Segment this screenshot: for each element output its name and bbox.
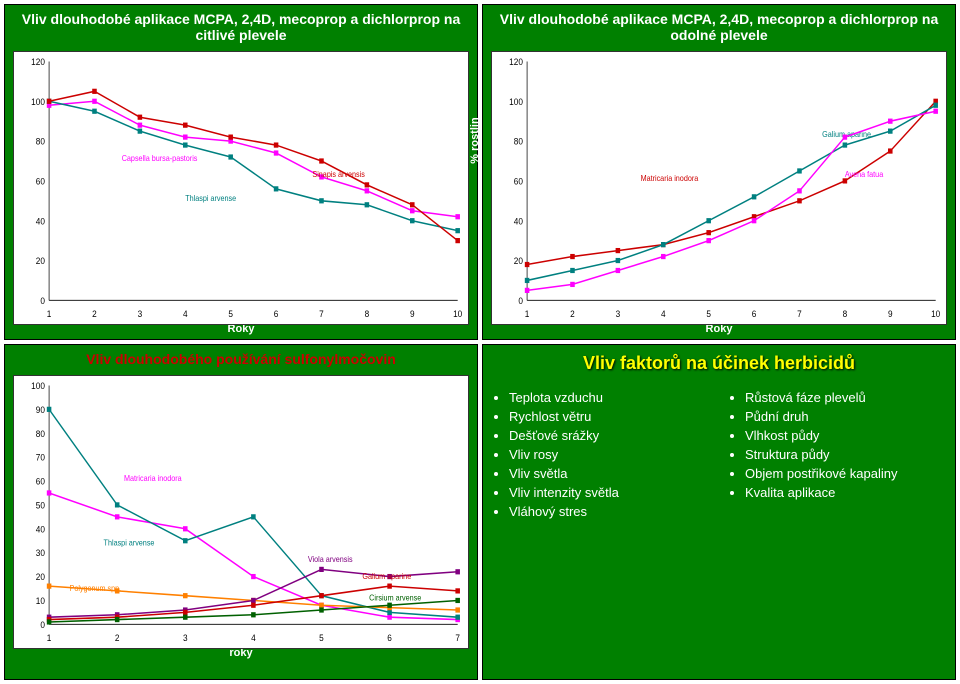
svg-text:70: 70	[36, 452, 45, 463]
panel3-ylabel: Počet rostlin / m²	[0, 377, 3, 466]
svg-text:3: 3	[616, 308, 621, 319]
panel-faktory: Vliv faktorů na účinek herbicidů Teplota…	[482, 344, 956, 680]
panel3-xlabel: roky	[5, 647, 477, 663]
panel4-col2: Růstová fáze plevelů Půdní druh Vlhkost pů…	[719, 382, 955, 676]
svg-text:5: 5	[319, 632, 324, 643]
svg-text:120: 120	[31, 56, 45, 67]
svg-text:7: 7	[455, 632, 460, 643]
panel1-xlabel: Roky	[5, 323, 477, 339]
svg-text:8: 8	[365, 308, 370, 319]
svg-text:Galium aparine: Galium aparine	[362, 571, 411, 581]
svg-text:80: 80	[36, 136, 45, 147]
bullet-item: Rychlost větru	[509, 409, 719, 424]
svg-text:7: 7	[319, 308, 324, 319]
panel3-title: Vliv dlouhodobého používání sulfonylmočo…	[86, 351, 396, 367]
bullet-item: Vláhový stres	[509, 504, 719, 519]
svg-text:Polygonum spp.: Polygonum spp.	[70, 583, 122, 593]
svg-text:30: 30	[36, 548, 45, 559]
svg-text:60: 60	[36, 176, 45, 187]
svg-text:40: 40	[36, 524, 45, 535]
panel1-ylabel: % rostlin	[0, 117, 3, 163]
panel3-chart: 0 10 20 30 40 50 60 70 80 90 100 1 2 3 4 5 6 7 Matricaria …	[13, 375, 469, 649]
svg-text:0: 0	[40, 295, 45, 306]
bullet-item: Teplota vzduchu	[509, 390, 719, 405]
svg-text:7: 7	[797, 308, 802, 319]
svg-text:20: 20	[36, 256, 45, 267]
svg-text:100: 100	[509, 96, 523, 107]
svg-text:60: 60	[514, 176, 523, 187]
panel-odolne-plevele: Vliv dlouhodobé aplikace MCPA, 2,4D, mec…	[482, 4, 956, 340]
svg-text:80: 80	[514, 136, 523, 147]
bullet-item: Růstová fáze plevelů	[745, 390, 955, 405]
bullet-item: Půdní druh	[745, 409, 955, 424]
svg-text:1: 1	[47, 308, 52, 319]
svg-text:6: 6	[752, 308, 757, 319]
svg-text:3: 3	[138, 308, 143, 319]
svg-text:0: 0	[518, 295, 523, 306]
svg-text:6: 6	[274, 308, 279, 319]
bullet-item: Vliv světla	[509, 466, 719, 481]
svg-text:80: 80	[36, 428, 45, 439]
svg-text:Matricaria inodora: Matricaria inodora	[124, 474, 182, 484]
svg-text:Sinapis arvensis: Sinapis arvensis	[312, 169, 365, 179]
svg-text:1: 1	[47, 632, 52, 643]
svg-text:9: 9	[888, 308, 893, 319]
svg-text:0: 0	[40, 619, 45, 630]
svg-text:5: 5	[228, 308, 233, 319]
svg-text:9: 9	[410, 308, 415, 319]
svg-text:2: 2	[115, 632, 120, 643]
bullet-item: Struktura půdy	[745, 447, 955, 462]
svg-text:20: 20	[514, 256, 523, 267]
svg-text:Thlaspi arvense: Thlaspi arvense	[185, 193, 236, 203]
svg-text:2: 2	[570, 308, 575, 319]
panel2-xlabel: Roky	[483, 323, 955, 339]
bullet-item: Vliv intenzity světla	[509, 485, 719, 500]
svg-text:40: 40	[514, 216, 523, 227]
panel4-col1: Teplota vzduchu Rychlost větru Dešťové srá…	[483, 382, 719, 676]
svg-text:50: 50	[36, 500, 45, 511]
svg-text:4: 4	[251, 632, 256, 643]
svg-text:90: 90	[36, 404, 45, 415]
svg-text:100: 100	[31, 96, 45, 107]
svg-text:5: 5	[706, 308, 711, 319]
svg-text:120: 120	[509, 56, 523, 67]
svg-text:Matricaria inodora: Matricaria inodora	[641, 173, 699, 183]
bullet-item: Dešťové srážky	[509, 428, 719, 443]
bullet-item: Vlhkost půdy	[745, 428, 955, 443]
svg-text:2: 2	[92, 308, 97, 319]
bullet-item: Vliv rosy	[509, 447, 719, 462]
svg-text:Viola arvensis: Viola arvensis	[308, 555, 353, 565]
panel4-title: Vliv faktorů na účinek herbicidů	[483, 345, 955, 382]
svg-text:Cirsium arvense: Cirsium arvense	[369, 593, 421, 603]
svg-text:40: 40	[36, 216, 45, 227]
panel1-chart: 0 20 40 60 80 100 120 1 2 3 4 5 6 7 8 9 10 Capsella bursa…	[13, 51, 469, 325]
panel2-title: Vliv dlouhodobé aplikace MCPA, 2,4D, mec…	[483, 5, 955, 49]
bullet-item: Objem postřikové kapaliny	[745, 466, 955, 481]
panel-sulfonylmocovin: Vliv dlouhodobého používání sulfonylmočo…	[4, 344, 478, 680]
svg-text:10: 10	[453, 308, 462, 319]
panel2-ylabel: % rostlin	[469, 117, 481, 163]
svg-text:Thlaspi arvense: Thlaspi arvense	[104, 538, 155, 548]
svg-text:8: 8	[843, 308, 848, 319]
svg-text:10: 10	[36, 595, 45, 606]
svg-text:6: 6	[387, 632, 392, 643]
svg-text:3: 3	[183, 632, 188, 643]
bullet-item: Kvalita aplikace	[745, 485, 955, 500]
svg-text:10: 10	[931, 308, 940, 319]
svg-text:Avena fatua: Avena fatua	[845, 169, 884, 179]
panel-citlive-plevele: Vliv dlouhodobé aplikace MCPA, 2,4D, mec…	[4, 4, 478, 340]
svg-text:1: 1	[525, 308, 530, 319]
svg-text:4: 4	[661, 308, 666, 319]
svg-text:100: 100	[31, 380, 45, 391]
svg-text:60: 60	[36, 476, 45, 487]
panel1-title: Vliv dlouhodobé aplikace MCPA, 2,4D, mec…	[5, 5, 477, 49]
svg-text:4: 4	[183, 308, 188, 319]
svg-text:Capsella bursa-pastoris: Capsella bursa-pastoris	[122, 154, 198, 164]
panel2-chart: 0 20 40 60 80 100 120 1 2 3 4 5 6 7 8 9 10 Matricaria ino…	[491, 51, 947, 325]
svg-text:20: 20	[36, 572, 45, 583]
